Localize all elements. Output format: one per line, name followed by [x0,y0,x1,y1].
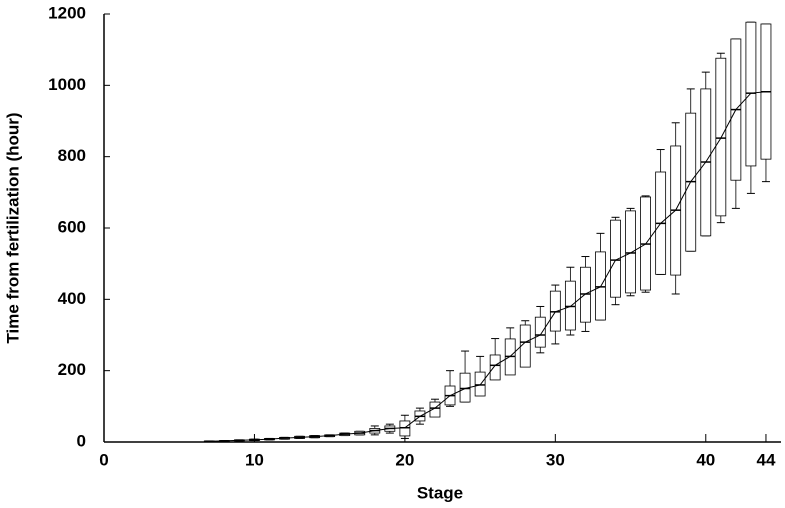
y-tick-label: 200 [58,360,86,379]
x-tick-label: 10 [245,450,264,469]
box [489,354,501,381]
y-tick-label: 1200 [48,3,86,22]
box [519,324,531,368]
y-tick-label: 0 [77,431,86,450]
y-tick-label: 600 [58,217,86,236]
x-tick-label: 44 [756,450,775,469]
x-tick-label: 30 [546,450,565,469]
box [429,401,441,418]
box [625,210,636,294]
box [474,371,486,397]
x-tick-label: 0 [99,450,108,469]
box [745,21,757,167]
box [534,316,546,348]
y-tick-label: 800 [58,146,86,165]
y-tick-label: 1000 [48,75,86,94]
y-tick-label: 400 [58,289,86,308]
median-line [209,91,767,442]
x-tick-label: 20 [395,450,414,469]
x-axis-title: Stage [417,483,463,502]
box [564,280,576,331]
x-tick-label: 40 [696,450,715,469]
box [610,219,621,298]
y-axis-title: Time from fertilization (hour) [3,112,22,343]
